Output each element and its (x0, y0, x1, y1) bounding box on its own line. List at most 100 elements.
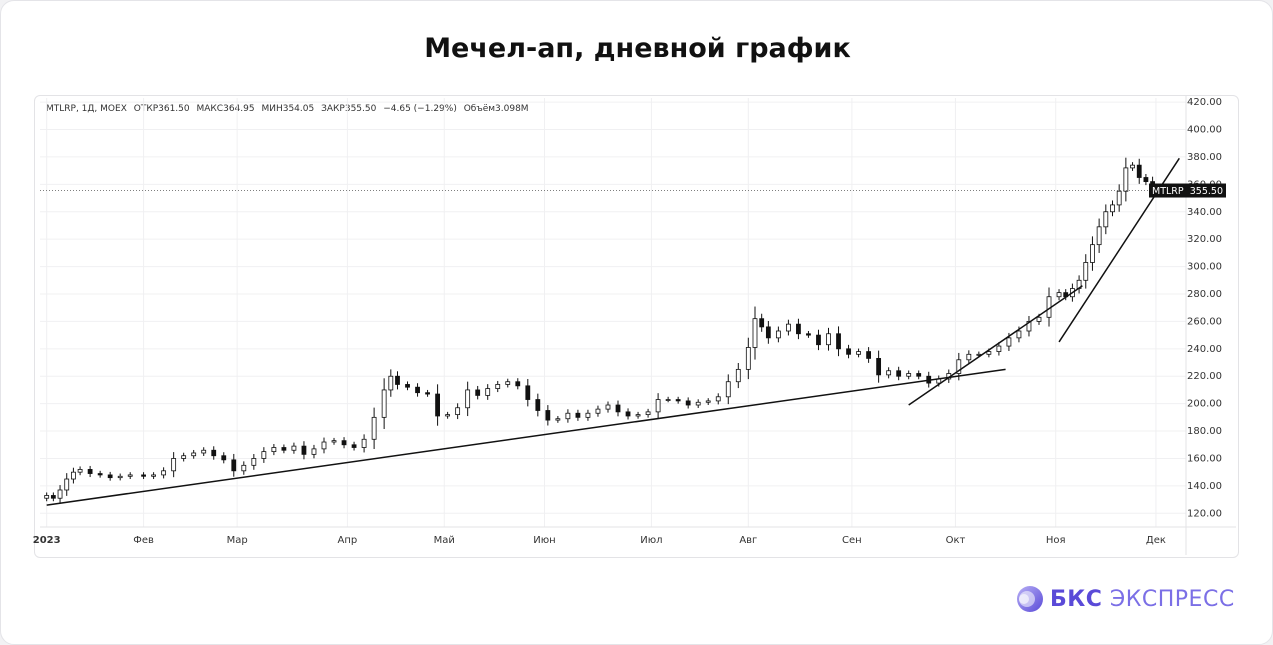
candle (64, 473, 70, 496)
x-tick-label: Авг (739, 535, 757, 546)
candle-body (1136, 164, 1142, 178)
candle (759, 313, 765, 332)
x-tick-label: Июл (640, 535, 662, 546)
candle (201, 447, 207, 457)
y-tick-label: 240.00 (1187, 344, 1222, 355)
candle (1123, 157, 1129, 202)
candle-body (97, 473, 103, 476)
candle-body (595, 408, 601, 414)
candle-body (127, 474, 133, 477)
candle-body (735, 368, 741, 383)
candle (856, 348, 861, 358)
legend-symbol: MTLRP, 1Д, MOEX (46, 104, 127, 114)
candle-body (301, 445, 307, 455)
y-tick-label: 200.00 (1187, 399, 1222, 410)
candle-body (605, 404, 611, 410)
candle-body (465, 389, 471, 409)
candle (752, 306, 758, 360)
candle (796, 318, 801, 340)
chart-legend: MTLRP, 1Д, MOEX ОТКР361.50 МАКС364.95 МИ… (46, 104, 533, 114)
candle (555, 415, 561, 423)
candle (191, 449, 197, 459)
candle-body (191, 452, 197, 457)
candle-body (50, 495, 56, 499)
x-tick-label: Окт (946, 535, 966, 546)
candle (675, 396, 681, 404)
candle (331, 437, 337, 445)
candle-body (555, 418, 561, 421)
candle (615, 400, 621, 417)
candle (475, 385, 481, 400)
candle (866, 347, 871, 363)
candle (231, 453, 237, 477)
brand-logo-block: БКС ЭКСПРЕСС (1016, 585, 1235, 613)
candle-body (321, 441, 327, 450)
candle (161, 467, 167, 479)
candle (291, 442, 297, 454)
candle-body (395, 375, 400, 385)
candle (585, 409, 591, 421)
candle (595, 405, 601, 417)
price-tag-symbol: MTLRP (1152, 186, 1184, 197)
candle-body (351, 444, 357, 448)
y-tick-label: 340.00 (1187, 207, 1222, 218)
candle-body (786, 323, 791, 332)
brand-text: БКС ЭКСПРЕСС (1050, 587, 1235, 612)
candle-body (956, 359, 962, 374)
candle (127, 472, 133, 480)
candle (435, 384, 440, 426)
candle (71, 467, 76, 484)
candle-body (752, 318, 758, 348)
candle (906, 370, 912, 380)
candle (361, 434, 367, 453)
y-tick-label: 120.00 (1187, 508, 1222, 519)
candle-body (1103, 211, 1109, 228)
candle (117, 473, 123, 481)
candle (151, 472, 156, 480)
candle-body (966, 353, 972, 361)
brand-light: ЭКСПРЕСС (1109, 586, 1235, 612)
candle-body (117, 475, 123, 479)
candle-body (645, 411, 651, 416)
candle (455, 403, 461, 420)
y-tick-label: 380.00 (1187, 152, 1222, 163)
candle (705, 398, 711, 406)
candle-body (545, 410, 551, 421)
candle (1143, 174, 1149, 186)
candle (735, 363, 741, 389)
candle (241, 461, 247, 475)
candle (916, 370, 922, 380)
candle (495, 380, 501, 393)
candle-body (685, 400, 691, 406)
grid (40, 98, 1186, 527)
candle-body (695, 401, 701, 406)
candle-body (725, 381, 731, 398)
candle (57, 485, 63, 504)
candle (405, 381, 410, 391)
candle (181, 452, 187, 462)
candle (485, 384, 491, 400)
candle (876, 350, 882, 383)
trendline[interactable] (46, 368, 1006, 506)
bks-logo-icon (1017, 586, 1043, 612)
candle-body (1096, 226, 1102, 246)
candle (50, 492, 56, 502)
chart-frame (34, 95, 1239, 558)
candle (1096, 218, 1102, 253)
candle-body (715, 396, 721, 402)
x-tick-label: Ноя (1046, 535, 1066, 546)
candle (1083, 254, 1089, 289)
candle (525, 378, 531, 407)
candle-body (906, 373, 912, 377)
candle (505, 378, 511, 388)
candle-body (745, 347, 751, 370)
trendline[interactable] (908, 285, 1083, 406)
candle-body (261, 451, 267, 459)
candle-body (381, 389, 387, 418)
candle-body (996, 345, 1002, 352)
candle-body (525, 385, 531, 400)
candle-body (251, 458, 257, 466)
candle (97, 470, 103, 478)
candle (745, 337, 751, 380)
